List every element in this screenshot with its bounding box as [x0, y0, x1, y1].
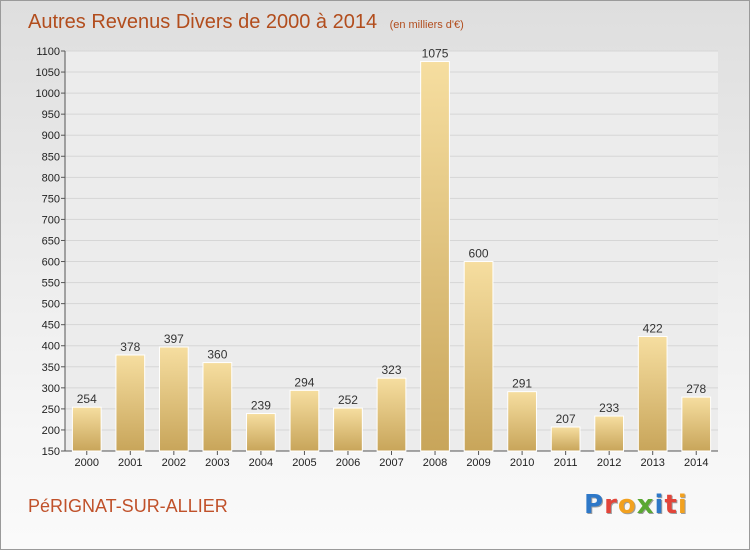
- bar: [333, 407, 363, 452]
- bar: [289, 389, 320, 452]
- chart-subtitle: (en milliers d'€): [389, 19, 464, 31]
- data-label: 207: [556, 412, 576, 426]
- title-block: Autres Revenus Divers de 2000 à 2014 (en…: [28, 11, 464, 34]
- y-tick-label: 300: [42, 383, 60, 395]
- bar: [550, 426, 581, 452]
- x-tick-label: 2000: [75, 457, 99, 469]
- data-label: 239: [251, 399, 271, 413]
- x-tick-label: 2010: [510, 457, 534, 469]
- y-tick-label: 150: [42, 446, 60, 458]
- data-label: 600: [469, 247, 489, 261]
- data-label: 233: [599, 401, 619, 415]
- logo-letter: i: [654, 490, 665, 520]
- bar: [507, 391, 537, 452]
- logo-letter: r: [604, 490, 618, 520]
- y-tick-label: 600: [42, 257, 60, 269]
- bar: [71, 406, 102, 452]
- y-tick-label: 200: [42, 425, 60, 437]
- data-label: 360: [207, 348, 227, 362]
- bar: [158, 346, 189, 452]
- x-tick-label: 2003: [205, 457, 229, 469]
- y-tick-label: 850: [42, 151, 60, 163]
- y-tick-label: 500: [42, 299, 60, 311]
- x-tick-label: 2011: [554, 457, 578, 469]
- x-tick-label: 2001: [118, 457, 142, 469]
- y-tick-label: 450: [42, 320, 60, 332]
- x-tick-label: 2009: [466, 457, 490, 469]
- y-tick-label: 700: [42, 214, 60, 226]
- y-tick-label: 800: [42, 172, 60, 184]
- data-label: 254: [77, 392, 97, 406]
- logo-letter: o: [617, 490, 637, 520]
- bar: [594, 415, 625, 452]
- data-label: 323: [381, 363, 401, 377]
- data-label: 294: [294, 375, 314, 389]
- chart-title: Autres Revenus Divers de 2000 à 2014: [28, 11, 378, 33]
- logo-letter: x: [636, 490, 655, 520]
- x-tick-label: 2008: [423, 457, 447, 469]
- data-label: 278: [686, 382, 706, 396]
- data-label: 252: [338, 393, 358, 407]
- proxiti-logo: Proxiti: [584, 490, 688, 520]
- y-tick-label: 1100: [36, 46, 60, 58]
- logo-letter: P: [584, 490, 605, 520]
- x-tick-label: 2012: [597, 457, 621, 469]
- y-tick-label: 1000: [36, 88, 60, 100]
- x-tick-label: 2005: [292, 457, 316, 469]
- y-tick-label: 650: [42, 235, 60, 247]
- x-tick-label: 2014: [684, 457, 708, 469]
- y-tick-label: 250: [42, 404, 60, 416]
- data-label: 422: [643, 321, 663, 335]
- y-tick-label: 950: [42, 109, 60, 121]
- logo-letter: i: [677, 490, 688, 520]
- bar: [637, 335, 668, 452]
- x-tick-label: 2007: [379, 457, 403, 469]
- data-label: 291: [512, 377, 532, 391]
- data-label: 397: [164, 332, 184, 346]
- y-tick-label: 750: [42, 193, 60, 205]
- bar: [420, 61, 450, 452]
- bar: [463, 261, 494, 452]
- bar: [202, 362, 233, 452]
- x-tick-label: 2013: [640, 457, 664, 469]
- y-tick-label: 550: [42, 278, 60, 290]
- y-tick-label: 350: [42, 362, 60, 374]
- logo-letter: t: [664, 490, 678, 520]
- data-label: 1075: [422, 47, 449, 61]
- bar: [681, 396, 712, 452]
- bar: [246, 413, 276, 452]
- bar: [376, 377, 407, 452]
- x-tick-label: 2006: [336, 457, 360, 469]
- commune-label: PéRIGNAT-SUR-ALLIER: [28, 496, 228, 516]
- x-tick-label: 2002: [162, 457, 186, 469]
- y-tick-label: 1050: [36, 67, 60, 79]
- bar: [115, 354, 146, 452]
- x-tick-label: 2004: [249, 457, 273, 469]
- y-tick-label: 900: [42, 130, 60, 142]
- y-tick-label: 400: [42, 341, 60, 353]
- data-label: 378: [120, 340, 140, 354]
